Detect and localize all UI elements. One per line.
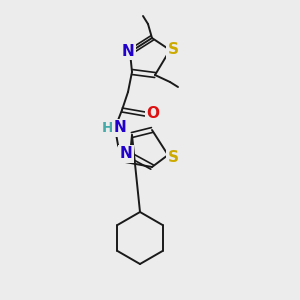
Text: H: H xyxy=(102,121,114,135)
Text: O: O xyxy=(146,106,160,122)
Text: S: S xyxy=(167,149,178,164)
Text: N: N xyxy=(122,44,134,59)
Text: N: N xyxy=(120,146,132,161)
Text: N: N xyxy=(114,121,126,136)
Text: S: S xyxy=(167,43,178,58)
